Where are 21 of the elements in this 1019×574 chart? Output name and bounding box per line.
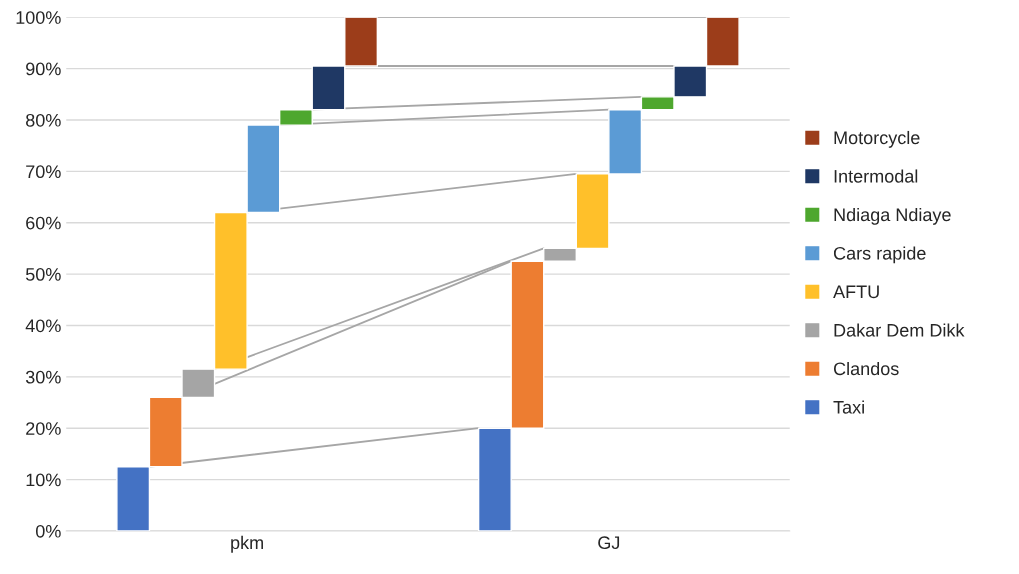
y-tick-label: 20% xyxy=(26,422,61,435)
y-tick-label: 10% xyxy=(26,473,61,487)
legend-label: AFTU xyxy=(833,285,879,299)
x-tick-label: pkm xyxy=(231,535,263,553)
y-tick-label: 40% xyxy=(25,319,61,333)
y-tick-label: 50% xyxy=(25,268,61,281)
y-tick-label: 80% xyxy=(26,113,61,127)
y-tick-label: 90% xyxy=(26,62,61,76)
legend-label: Motorcycle xyxy=(834,130,920,148)
x-tick-label: GJ xyxy=(598,536,620,550)
y-tick-label: 60% xyxy=(26,216,61,230)
y-tick-label: 70% xyxy=(26,165,61,179)
legend-label: Clandos xyxy=(833,361,899,376)
legend-label: Taxi xyxy=(833,400,864,414)
legend-label: Intermodal xyxy=(834,169,918,183)
legend-label: Cars rapide xyxy=(833,246,926,264)
legend-label: Dakar Dem Dikk xyxy=(834,323,965,337)
y-tick-label: 100% xyxy=(16,11,61,24)
y-tick-label: 0% xyxy=(35,524,61,538)
legend-label: Ndiaga Ndiaye xyxy=(834,207,951,225)
y-tick-label: 30% xyxy=(25,370,61,384)
